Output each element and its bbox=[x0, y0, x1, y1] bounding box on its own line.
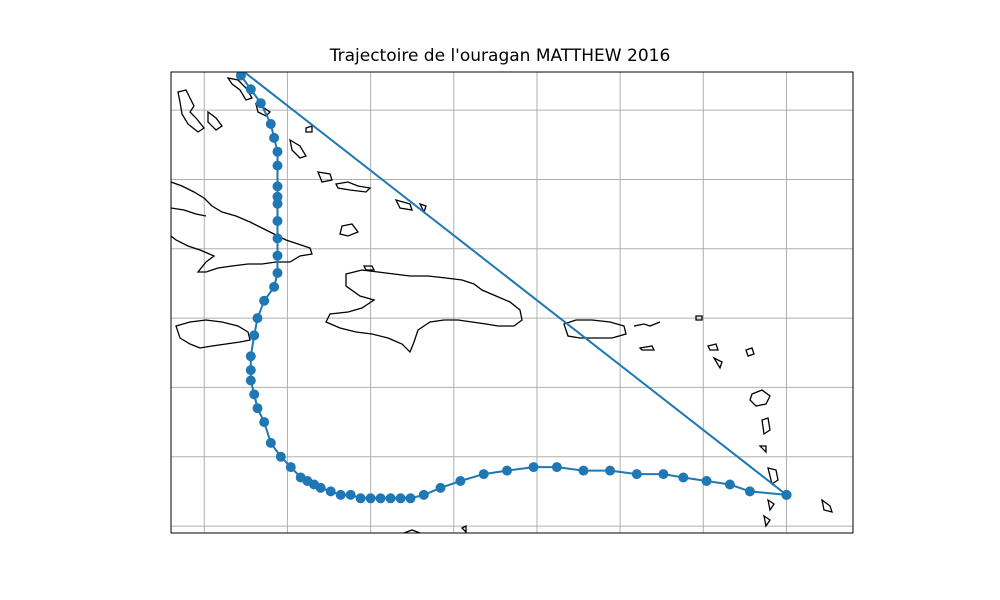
chart-title: Trajectoire de l'ouragan MATTHEW 2016 bbox=[329, 46, 671, 66]
track-point bbox=[249, 389, 260, 400]
coastline-hispaniola bbox=[325, 269, 523, 354]
coastline-islet-4 bbox=[638, 345, 656, 351]
track-point bbox=[345, 489, 356, 500]
track-point bbox=[355, 493, 366, 504]
plot-frame bbox=[170, 71, 854, 534]
track-point bbox=[658, 469, 669, 480]
track-point bbox=[455, 476, 466, 486]
coastline-islet-15 bbox=[362, 265, 376, 271]
track-point bbox=[252, 313, 263, 324]
track-point bbox=[272, 233, 283, 244]
coastline-cuba bbox=[171, 181, 313, 273]
coastline-martinique bbox=[767, 467, 779, 486]
track-point bbox=[295, 472, 306, 483]
track-point bbox=[631, 469, 642, 480]
track-point bbox=[272, 250, 283, 261]
track-point bbox=[249, 330, 260, 341]
coastline-virgin-islands bbox=[633, 321, 661, 327]
track-point bbox=[701, 476, 712, 486]
coastline-puerto-rico bbox=[563, 319, 627, 339]
track-point bbox=[245, 351, 256, 362]
coastline-islet-8 bbox=[745, 347, 755, 357]
track-point bbox=[272, 146, 283, 157]
track-line bbox=[236, 72, 788, 500]
track-point bbox=[275, 451, 286, 462]
gridlines bbox=[171, 72, 853, 533]
track-point bbox=[226, 60, 236, 70]
track-point bbox=[418, 489, 429, 500]
coastline-dominica bbox=[761, 417, 771, 436]
coastline-islet-5 bbox=[695, 315, 703, 321]
track-point bbox=[744, 486, 755, 497]
coastline-bottom-1 bbox=[403, 529, 421, 533]
track-point bbox=[385, 493, 396, 504]
track-point bbox=[252, 403, 263, 414]
track-point bbox=[272, 216, 283, 226]
track-point bbox=[605, 465, 616, 476]
track-point bbox=[272, 268, 283, 278]
track-point bbox=[269, 281, 280, 292]
coastline-jamaica bbox=[175, 319, 251, 349]
coastline-bahamas-west bbox=[177, 89, 205, 133]
track-point bbox=[724, 479, 735, 490]
track-point bbox=[578, 465, 589, 476]
coastline-abaco bbox=[226, 77, 253, 101]
coastline-islet-2 bbox=[316, 171, 333, 183]
coastline-islet-7 bbox=[712, 356, 723, 370]
coastline-islet-10 bbox=[767, 498, 775, 512]
track-point bbox=[245, 84, 256, 95]
track-point bbox=[245, 375, 256, 386]
track-point bbox=[528, 462, 539, 473]
track-point bbox=[199, 36, 209, 46]
track-point bbox=[216, 50, 226, 60]
coastline-islet-14 bbox=[339, 223, 360, 237]
coastline-exuma bbox=[289, 138, 307, 159]
track-point bbox=[259, 417, 270, 428]
track-point bbox=[265, 437, 276, 448]
track-point bbox=[245, 365, 256, 376]
track-point bbox=[272, 181, 283, 192]
track-point bbox=[678, 472, 689, 483]
track-point bbox=[478, 469, 489, 480]
coastline-islet-12 bbox=[418, 202, 427, 214]
coastline-islet-9 bbox=[758, 445, 767, 454]
track-point bbox=[269, 132, 280, 143]
track-point bbox=[325, 486, 336, 497]
track-point bbox=[405, 493, 416, 504]
coastline-andros bbox=[207, 110, 223, 131]
coastline-barbados bbox=[821, 498, 833, 513]
coastlines bbox=[171, 77, 833, 533]
track-point bbox=[272, 198, 283, 209]
track-point bbox=[781, 489, 792, 500]
coastline-bottom-2 bbox=[460, 524, 467, 533]
coastline-islet-6 bbox=[707, 343, 719, 351]
track-point bbox=[365, 493, 376, 504]
track-point bbox=[265, 119, 276, 129]
track-point bbox=[502, 465, 512, 476]
coastline-islet-1 bbox=[305, 125, 313, 133]
track-point bbox=[375, 493, 386, 504]
coastline-cuba-north bbox=[171, 207, 207, 217]
track-point bbox=[259, 295, 270, 306]
track-point bbox=[235, 72, 246, 81]
coastline-islet-3 bbox=[335, 181, 372, 193]
track-point bbox=[272, 191, 283, 202]
hurricane-track bbox=[199, 36, 792, 504]
track-point bbox=[435, 482, 446, 493]
coastline-islet-13 bbox=[394, 198, 413, 211]
coastline-guadeloupe bbox=[749, 389, 771, 407]
track-point bbox=[285, 462, 296, 473]
track-point bbox=[255, 98, 266, 109]
track-point bbox=[335, 489, 346, 500]
track-point bbox=[272, 160, 283, 171]
track-point bbox=[551, 462, 562, 473]
coastline-islet-11 bbox=[763, 514, 771, 528]
track-point bbox=[395, 493, 406, 504]
track-point bbox=[203, 39, 213, 49]
